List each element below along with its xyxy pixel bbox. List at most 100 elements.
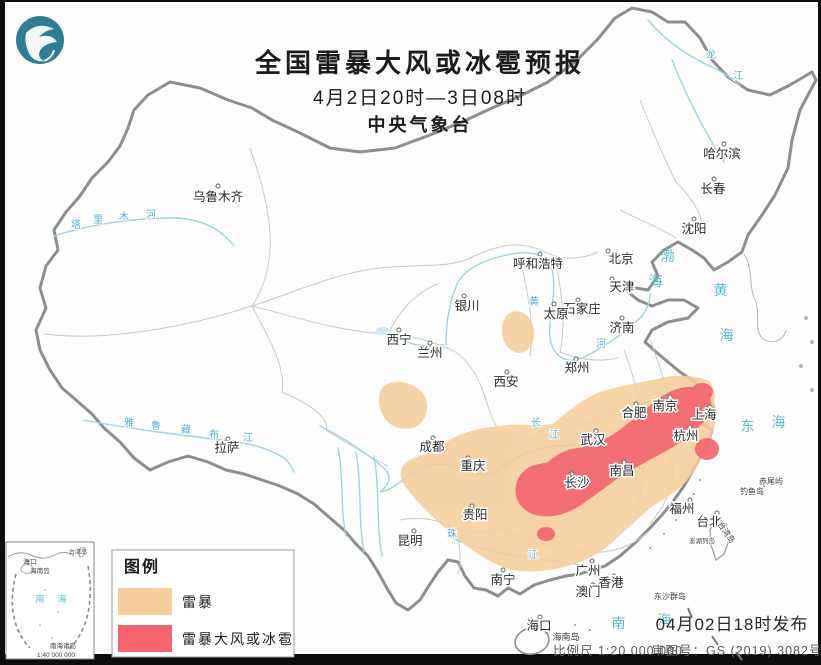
sea-boundary-dashes — [687, 607, 743, 661]
city-label: 重庆 — [460, 458, 486, 473]
city-label: 杭州 — [673, 428, 698, 443]
legend-title: 图例 — [124, 557, 160, 576]
islands — [514, 479, 766, 661]
river-name-label: 长 — [531, 417, 541, 429]
qinghai-lake — [376, 327, 390, 335]
gale-hail-blob-estuary — [691, 383, 713, 401]
inset-label: 海南岛 — [30, 566, 50, 575]
agency-name: 中央气象台 — [368, 114, 473, 135]
city-dot — [711, 176, 717, 182]
city-label: 天津 — [609, 280, 634, 294]
island-name-label: 钓鱼岛 — [740, 486, 764, 496]
inset-label: 海口 — [23, 557, 37, 566]
river-name-label: 河 — [146, 209, 156, 221]
city-label: 北京 — [608, 252, 633, 266]
city-label: 银川 — [454, 299, 479, 313]
legend-label-gale-hail: 雷暴大风或冰雹 — [182, 631, 294, 647]
review-number: 审图号：GS (2019) 3082号 — [652, 643, 821, 658]
forecast-period: 4月2日20时—3日08时 — [313, 87, 527, 109]
river-name-label: 布 — [209, 429, 219, 441]
sea-name-label: 渤 — [661, 248, 676, 264]
city-dot — [707, 404, 713, 410]
sea-name-label: 海 — [649, 273, 664, 289]
city-label: 哈尔滨 — [703, 146, 741, 161]
river-name-label: 江 — [549, 429, 559, 441]
page-title: 全国雷暴大风或冰雹预报 — [254, 48, 585, 78]
city-label: 成都 — [419, 440, 445, 454]
sea-name-label: 南 — [612, 615, 627, 631]
city-label: 呼和浩特 — [513, 256, 563, 271]
inset-label: 台湾岛 — [69, 548, 87, 556]
gale-hail-blob-south — [537, 527, 555, 541]
city-label: 长春 — [700, 182, 726, 196]
city-dot — [465, 455, 471, 461]
city-label: 福州 — [669, 501, 694, 516]
city-label: 澳门 — [575, 584, 600, 599]
city-dot — [551, 301, 557, 307]
island-name-label: 澎湖列岛 — [689, 536, 715, 545]
city-dot — [667, 394, 673, 400]
publish-time: 04月02日18时发布 — [656, 615, 809, 634]
city-dot — [691, 216, 697, 222]
city-label: 南昌 — [609, 463, 634, 478]
header: 全国雷暴大风或冰雹预报 4月2日20时—3日08时 中央气象台 — [254, 48, 585, 135]
gale-hail-areas — [515, 383, 719, 541]
sea-name-label: 海 — [772, 414, 787, 430]
city-label: 西安 — [493, 374, 518, 389]
inset-label: 海 — [57, 593, 66, 604]
inset-label: 南 — [35, 593, 44, 604]
sea-name-label: 东 — [741, 418, 756, 434]
city-label: 沈阳 — [681, 221, 706, 236]
city-dot — [569, 471, 575, 477]
city-label: 石家庄 — [563, 301, 601, 316]
island-name-label: 东沙群岛 — [654, 591, 686, 601]
river-labels: 塔里木河黄河长江雅鲁藏布江龙江珠江 — [70, 47, 744, 562]
city-label: 台北 — [696, 514, 722, 529]
city-label: 贵阳 — [462, 508, 487, 522]
city-label: 广州 — [575, 564, 600, 578]
city-label: 太原 — [543, 306, 568, 321]
city-dot — [469, 503, 475, 509]
legend-swatch-gale-hail — [118, 625, 172, 652]
page-background — [5, 2, 818, 654]
river-name-label: 珠 — [447, 527, 457, 540]
city-label: 合肥 — [621, 405, 647, 420]
city-dot — [215, 183, 221, 189]
gale-hail-blob-zhejiang — [695, 438, 719, 460]
river-name-label: 龙 — [706, 48, 716, 61]
city-label: 海口 — [526, 618, 551, 633]
city-dot — [611, 573, 617, 579]
city-label: 南宁 — [490, 572, 515, 587]
sea-name-label: 海 — [720, 327, 735, 343]
city-dot — [504, 369, 510, 375]
river-name-label: 黄 — [529, 295, 539, 308]
city-dot — [225, 436, 231, 442]
city-label: 兰州 — [417, 346, 442, 360]
city-dot — [575, 297, 581, 303]
river-name-label: 江 — [243, 432, 253, 444]
gale-hail-band — [515, 386, 712, 517]
city-dot — [590, 582, 596, 588]
sea-name-label: 海 — [658, 612, 673, 628]
city-label: 长沙 — [564, 476, 590, 490]
island-name-label: 赤尾屿 — [759, 477, 783, 486]
river-name-label: 江 — [528, 549, 538, 561]
city-label: 拉萨 — [214, 440, 239, 455]
city-label: 香港 — [598, 576, 624, 590]
city-dot — [500, 567, 506, 573]
city-dot — [605, 248, 611, 254]
river-name-label: 雅 — [124, 416, 134, 429]
city-dot — [537, 614, 543, 620]
city-label: 南京 — [652, 398, 677, 413]
cma-logo — [16, 16, 64, 64]
city-label: 上海 — [691, 407, 717, 422]
city-label: 济南 — [609, 320, 634, 335]
river-name-label: 里 — [93, 214, 103, 226]
city-dot — [633, 401, 639, 407]
sea-name-label: 黄 — [714, 282, 729, 298]
sea-labels: 渤海黄海东 海南海 — [612, 248, 787, 631]
legend-swatch-thunderstorm — [118, 588, 172, 615]
